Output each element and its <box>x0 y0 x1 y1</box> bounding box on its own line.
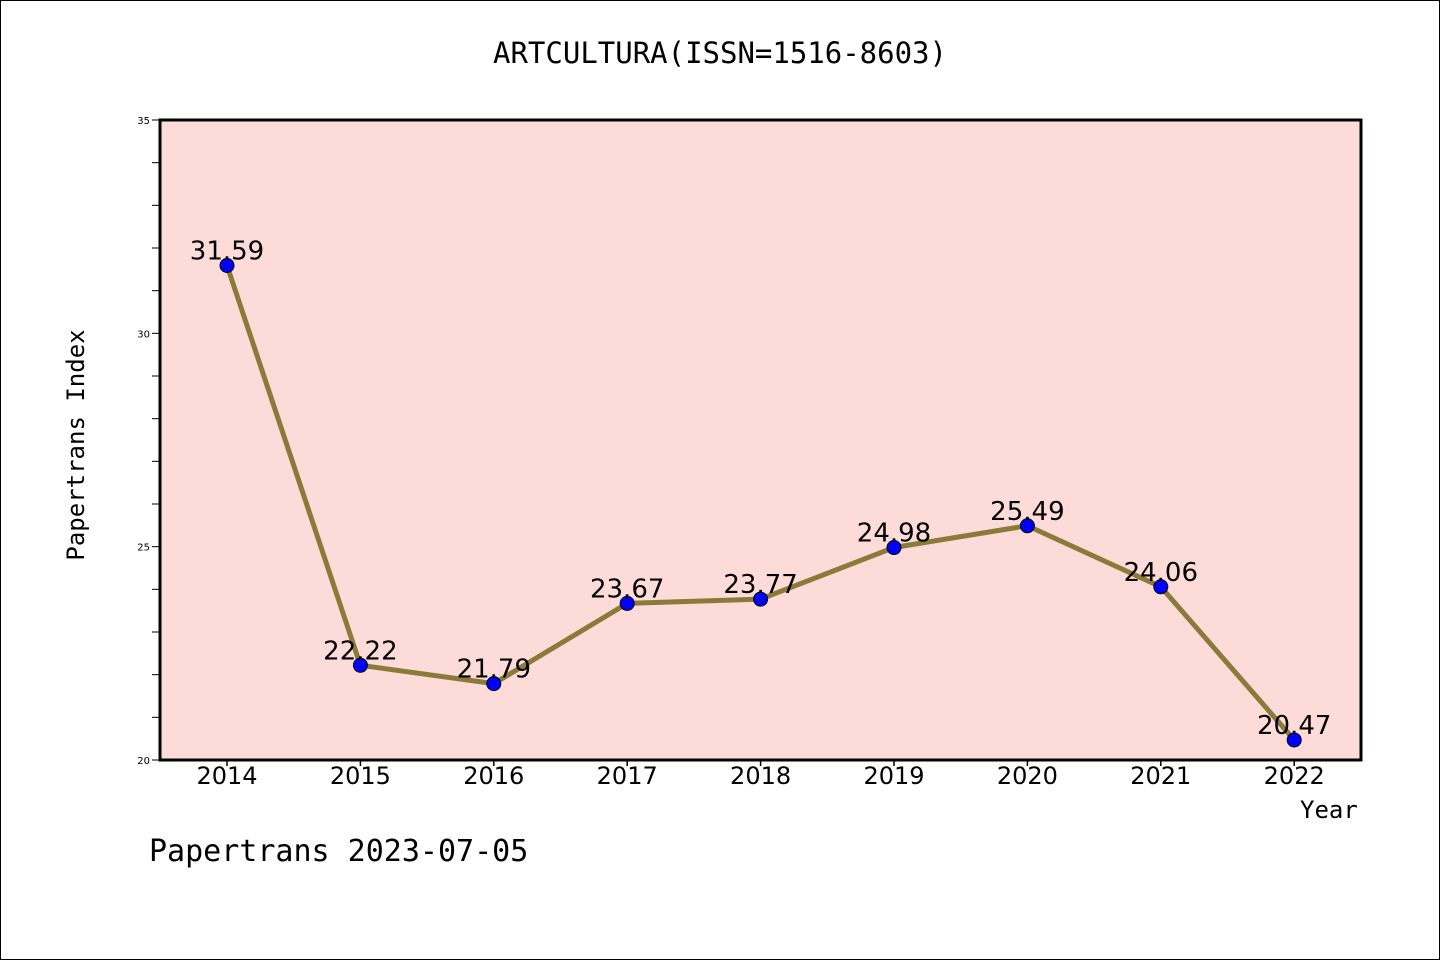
data-label: 24.06 <box>1124 558 1198 588</box>
data-label: 21.79 <box>457 655 531 685</box>
data-label: 25.49 <box>990 497 1064 527</box>
data-point <box>486 676 502 692</box>
y-tick-label: 20 <box>137 756 150 767</box>
data-point <box>619 595 635 611</box>
data-point <box>219 257 235 273</box>
data-label: 20.47 <box>1257 711 1331 741</box>
x-tick-label: 2022 <box>1264 762 1325 790</box>
data-point <box>1019 518 1035 534</box>
data-point <box>886 540 902 556</box>
x-tick-label: 2021 <box>1130 762 1191 790</box>
data-label: 22.22 <box>323 636 397 666</box>
data-point <box>1286 732 1302 748</box>
x-tick-label: 2018 <box>730 762 791 790</box>
x-axis-label: Year <box>1300 796 1358 824</box>
y-tick-label: 30 <box>137 329 150 340</box>
data-point <box>352 657 368 673</box>
plot-border <box>158 118 1363 762</box>
x-tick-label: 2016 <box>463 762 524 790</box>
data-point <box>1153 579 1169 595</box>
plot-area <box>160 120 1361 760</box>
x-tick-label: 2019 <box>863 762 924 790</box>
data-point <box>753 591 769 607</box>
data-label: 23.67 <box>590 574 664 604</box>
x-tick-label: 2017 <box>597 762 658 790</box>
data-label: 23.77 <box>723 570 797 600</box>
data-label: 31.59 <box>190 236 264 266</box>
chart-title: ARTCULTURA(ISSN=1516-8603) <box>493 36 947 70</box>
y-tick-label: 35 <box>137 116 150 127</box>
x-tick-label: 2014 <box>196 762 257 790</box>
y-tick-label: 25 <box>137 543 150 554</box>
x-tick-label: 2015 <box>330 762 391 790</box>
x-tick-label: 2020 <box>997 762 1058 790</box>
footer-text: Papertrans 2023-07-05 <box>149 834 529 869</box>
data-label: 24.98 <box>857 519 931 549</box>
